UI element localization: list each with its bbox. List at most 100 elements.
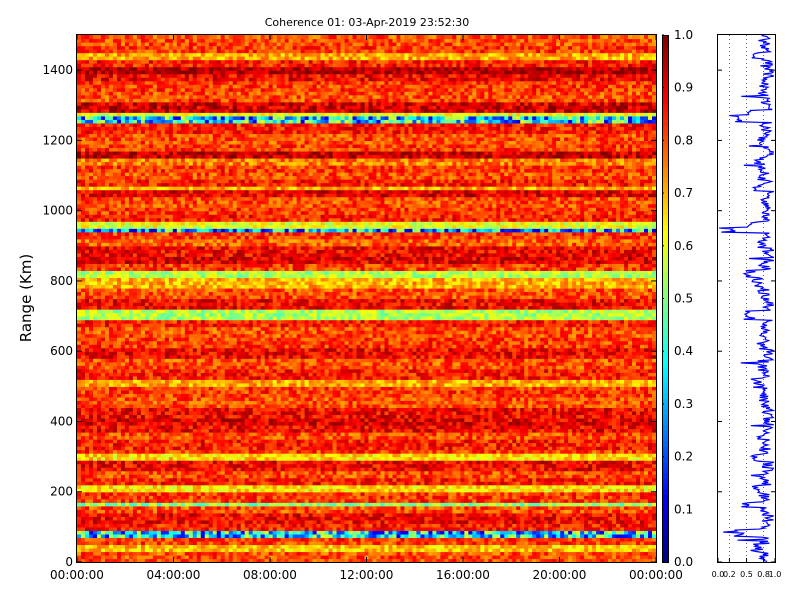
- heatmap-cell: [372, 478, 377, 482]
- heatmap-cell: [281, 471, 286, 475]
- heatmap-cell: [424, 537, 429, 541]
- heatmap-cell: [456, 481, 461, 485]
- heatmap-cell: [125, 523, 130, 527]
- heatmap-cell: [500, 443, 505, 447]
- heatmap-cell: [361, 502, 366, 506]
- heatmap-cell: [428, 495, 433, 499]
- heatmap-cell: [85, 523, 90, 527]
- heatmap-cell: [392, 523, 397, 527]
- heatmap-cell: [524, 520, 529, 524]
- heatmap-cell: [408, 492, 413, 496]
- heatmap-cell: [301, 520, 306, 524]
- heatmap-cell: [440, 551, 445, 555]
- heatmap-cell: [205, 502, 210, 506]
- heatmap-cell: [648, 520, 653, 524]
- heatmap-cell: [161, 534, 166, 538]
- heatmap-cell: [213, 453, 218, 457]
- heatmap-cell: [508, 506, 513, 510]
- heatmap-cell: [416, 464, 421, 468]
- heatmap-cell: [428, 506, 433, 510]
- heatmap-cell: [305, 495, 310, 499]
- heatmap-cell: [628, 485, 633, 489]
- heatmap-cell: [245, 453, 250, 457]
- heatmap-cell: [285, 488, 290, 492]
- heatmap-cell: [468, 506, 473, 510]
- heatmap-cell: [81, 439, 86, 443]
- heatmap-cell: [568, 537, 573, 541]
- heatmap-cell: [484, 523, 489, 527]
- heatmap-cell: [392, 464, 397, 468]
- heatmap-cell: [548, 471, 553, 475]
- heatmap-cell: [604, 492, 609, 496]
- heatmap-cell: [257, 439, 262, 443]
- heatmap-cell: [97, 523, 102, 527]
- heatmap-cell: [400, 495, 405, 499]
- heatmap-cell: [580, 555, 585, 559]
- heatmap-cell: [133, 513, 138, 517]
- heatmap-cell: [632, 513, 637, 517]
- heatmap-cell: [388, 488, 393, 492]
- heatmap-cell: [349, 446, 354, 450]
- heatmap-cell: [640, 530, 645, 534]
- heatmap-cell: [289, 481, 294, 485]
- heatmap-cell: [600, 460, 605, 464]
- heatmap-cell: [221, 488, 226, 492]
- heatmap-cell: [177, 457, 182, 461]
- heatmap-cell: [456, 537, 461, 541]
- heatmap-cell: [568, 555, 573, 559]
- heatmap-cell: [93, 485, 98, 489]
- heatmap-cell: [528, 485, 533, 489]
- heatmap-cell: [524, 523, 529, 527]
- heatmap-cell: [384, 502, 389, 506]
- heatmap-cell: [432, 481, 437, 485]
- heatmap-cell: [576, 555, 581, 559]
- heatmap-cell: [361, 551, 366, 555]
- heatmap-cell: [301, 551, 306, 555]
- heatmap-cell: [620, 530, 625, 534]
- heatmap-cell: [197, 516, 202, 520]
- heatmap-cell: [376, 485, 381, 489]
- heatmap-cell: [424, 506, 429, 510]
- heatmap-cell: [249, 541, 254, 545]
- heatmap-cell: [329, 555, 334, 559]
- heatmap-cell: [173, 527, 178, 531]
- heatmap-cell: [205, 555, 210, 559]
- heatmap-cell: [640, 537, 645, 541]
- heatmap-cell: [281, 488, 286, 492]
- heatmap-cell: [121, 548, 126, 552]
- heatmap-cell: [329, 481, 334, 485]
- heatmap-cell: [225, 520, 230, 524]
- heatmap-cell: [468, 450, 473, 454]
- heatmap-cell: [129, 439, 134, 443]
- heatmap-cell: [241, 509, 246, 513]
- heatmap-cell: [524, 544, 529, 548]
- heatmap-cell: [349, 523, 354, 527]
- heatmap-cell: [105, 534, 110, 538]
- heatmap-cell: [396, 450, 401, 454]
- heatmap-cell: [105, 464, 110, 468]
- heatmap-cell: [512, 537, 517, 541]
- heatmap-cell: [297, 457, 302, 461]
- heatmap-cell: [456, 534, 461, 538]
- heatmap-cell: [648, 457, 653, 461]
- heatmap-cell: [468, 481, 473, 485]
- heatmap-cell: [404, 446, 409, 450]
- heatmap-cell: [500, 464, 505, 468]
- heatmap-cell: [596, 488, 601, 492]
- heatmap-cell: [580, 471, 585, 475]
- heatmap-cell: [313, 488, 318, 492]
- heatmap-cell: [189, 502, 194, 506]
- heatmap-cell: [109, 530, 114, 534]
- heatmap-cell: [357, 481, 362, 485]
- heatmap-cell: [173, 453, 178, 457]
- heatmap-cell: [544, 551, 549, 555]
- heatmap-cell: [317, 513, 322, 517]
- heatmap-cell: [636, 443, 641, 447]
- heatmap-cell: [640, 551, 645, 555]
- heatmap-cell: [532, 520, 537, 524]
- heatmap-cell: [165, 495, 170, 499]
- heatmap-cell: [636, 551, 641, 555]
- heatmap-cell: [448, 530, 453, 534]
- heatmap-cell: [253, 474, 258, 478]
- heatmap-cell: [616, 513, 621, 517]
